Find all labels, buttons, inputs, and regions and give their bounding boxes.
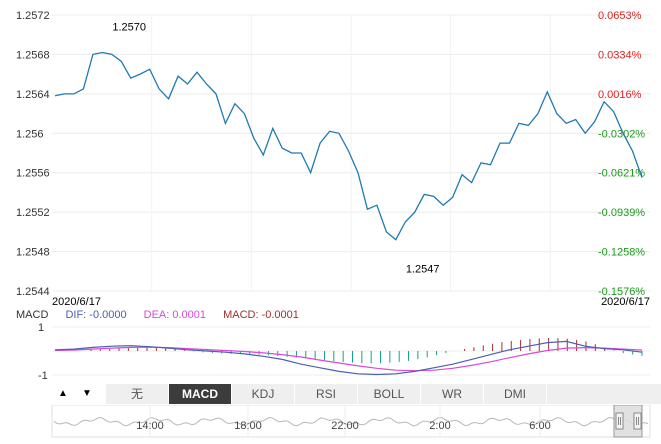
price-grid	[52, 14, 650, 292]
macd-tick-label: 1	[38, 322, 44, 334]
y-tick-label: 1.256	[16, 128, 44, 140]
y-tick-label: 1.2552	[16, 207, 50, 219]
tab-macd[interactable]: MACD	[169, 384, 232, 404]
price-annotations: 1.2570 1.2547	[112, 21, 439, 275]
prev-indicator-button[interactable]: ▲	[58, 388, 68, 399]
dif-line	[54, 340, 643, 376]
navigator-line	[53, 416, 649, 427]
navigator-handle-icon[interactable]	[615, 412, 624, 430]
navigator-time-label: 14:00	[136, 420, 164, 432]
price-annotation: 1.2570	[112, 21, 146, 33]
tab-boll[interactable]: BOLL	[358, 384, 421, 404]
macd-legend-macd: MACD: -0.0001	[223, 309, 299, 321]
navigator-time-label: 6:00	[529, 420, 550, 432]
tab-spacer	[547, 384, 661, 404]
indicator-tabs: 无 MACD KDJ RSI BOLL WR DMI	[106, 384, 661, 404]
navigator-time-label: 2:00	[429, 420, 450, 432]
y-tick-label: 1.2556	[16, 168, 50, 180]
y-tick-label: 1.2544	[16, 286, 50, 298]
percent-tick-label: 0.0334%	[598, 49, 642, 61]
price-line	[54, 51, 643, 241]
y-tick-label: 1.2568	[16, 49, 50, 61]
tab-wr[interactable]: WR	[421, 384, 484, 404]
y-tick-label: 1.2572	[16, 10, 50, 22]
tab-kdj[interactable]: KDJ	[232, 384, 295, 404]
price-annotation: 1.2547	[406, 264, 440, 276]
tab-dmi[interactable]: DMI	[484, 384, 547, 404]
y-tick-label: 1.2564	[16, 89, 50, 101]
macd-grid	[52, 326, 650, 376]
tab-none[interactable]: 无	[106, 384, 169, 404]
next-indicator-button[interactable]: ▼	[82, 388, 92, 399]
percent-tick-label: 0.0653%	[598, 10, 642, 22]
macd-legend-title: MACD	[16, 309, 49, 321]
macd-legend-dif: DIF: -0.0000	[65, 309, 127, 321]
y-tick-label: 1.2548	[16, 247, 50, 259]
navigator-time-labels: 14:00 18:00 22:00 2:00 6:00	[136, 405, 551, 437]
percent-tick-label: -0.1576%	[598, 286, 645, 298]
navigator-time-label: 22:00	[331, 420, 359, 432]
macd-chart: 1 -1	[38, 322, 650, 382]
macd-axis: 1 -1	[38, 322, 48, 382]
price-chart: 1.2572 1.2568 1.2564 1.256 1.2556 1.2552 1.254…	[16, 10, 650, 305]
x-end-label: 2020/6/17	[601, 296, 650, 305]
navigator-handle-icon[interactable]	[633, 412, 642, 430]
price-axis: 1.2572 1.2568 1.2564 1.256 1.2556 1.2552 1.254…	[16, 10, 50, 298]
navigator-time-label: 18:00	[234, 420, 262, 432]
macd-tick-label: -1	[38, 370, 48, 382]
x-start-label: 2020/6/17	[52, 296, 101, 305]
tab-rsi[interactable]: RSI	[295, 384, 358, 404]
time-navigator[interactable]: 14:00 18:00 22:00 2:00 6:00	[0, 405, 661, 444]
percent-tick-label: 0.0016%	[598, 89, 642, 101]
percent-tick-label: -0.0621%	[598, 168, 645, 180]
percent-tick-label: -0.0939%	[598, 207, 645, 219]
macd-legend: MACD DIF: -0.0000 DEA: 0.0001 MACD: -0.0…	[16, 309, 313, 321]
percent-tick-label: -0.1258%	[598, 247, 645, 259]
percent-tick-label: -0.0302%	[598, 128, 645, 140]
percent-axis: 0.0653% 0.0334% 0.0016% -0.0302% -0.0621% -0.…	[598, 10, 645, 298]
macd-legend-dea: DEA: 0.0001	[143, 309, 207, 321]
